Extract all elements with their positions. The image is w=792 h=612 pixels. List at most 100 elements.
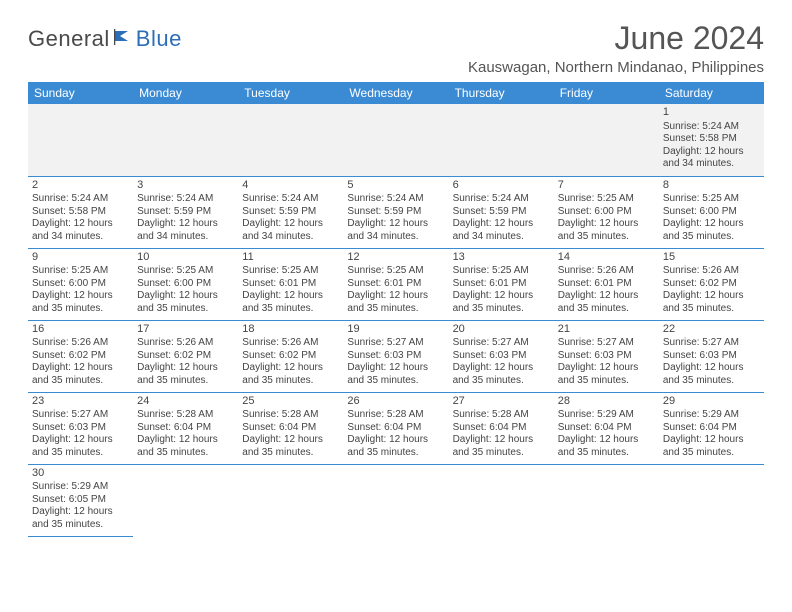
calendar-cell: 9Sunrise: 5:25 AMSunset: 6:00 PMDaylight…: [28, 248, 133, 320]
day-number: 21: [558, 323, 655, 337]
day-number: 27: [453, 395, 550, 409]
calendar-cell: [133, 464, 238, 536]
sunrise-line: Sunrise: 5:27 AM: [663, 337, 760, 350]
calendar-cell: [238, 104, 343, 176]
sunrise-line: Sunrise: 5:28 AM: [347, 409, 444, 422]
daylight-line: Daylight: 12 hours and 34 minutes.: [137, 218, 234, 243]
daylight-line: Daylight: 12 hours and 35 minutes.: [558, 290, 655, 315]
calendar-cell: 24Sunrise: 5:28 AMSunset: 6:04 PMDayligh…: [133, 392, 238, 464]
day-number: 19: [347, 323, 444, 337]
day-number: 4: [242, 179, 339, 193]
day-number: 30: [32, 467, 129, 481]
sunrise-line: Sunrise: 5:29 AM: [32, 481, 129, 494]
calendar-week-row: 1Sunrise: 5:24 AMSunset: 5:58 PMDaylight…: [28, 104, 764, 176]
sunrise-line: Sunrise: 5:27 AM: [32, 409, 129, 422]
calendar-cell: 23Sunrise: 5:27 AMSunset: 6:03 PMDayligh…: [28, 392, 133, 464]
calendar-cell: 15Sunrise: 5:26 AMSunset: 6:02 PMDayligh…: [659, 248, 764, 320]
sunset-line: Sunset: 6:03 PM: [453, 350, 550, 363]
sunset-line: Sunset: 6:00 PM: [137, 278, 234, 291]
daylight-line: Daylight: 12 hours and 34 minutes.: [347, 218, 444, 243]
daylight-line: Daylight: 12 hours and 35 minutes.: [32, 434, 129, 459]
daylight-line: Daylight: 12 hours and 35 minutes.: [32, 506, 129, 531]
sunset-line: Sunset: 5:59 PM: [242, 206, 339, 219]
day-number: 12: [347, 251, 444, 265]
sunrise-line: Sunrise: 5:24 AM: [347, 193, 444, 206]
sunrise-line: Sunrise: 5:26 AM: [663, 265, 760, 278]
dow-sunday: Sunday: [28, 82, 133, 104]
sunset-line: Sunset: 6:05 PM: [32, 494, 129, 507]
calendar-week-row: 2Sunrise: 5:24 AMSunset: 5:58 PMDaylight…: [28, 176, 764, 248]
flag-icon: [114, 29, 134, 50]
calendar-cell: 12Sunrise: 5:25 AMSunset: 6:01 PMDayligh…: [343, 248, 448, 320]
sunrise-line: Sunrise: 5:25 AM: [32, 265, 129, 278]
calendar-cell: 7Sunrise: 5:25 AMSunset: 6:00 PMDaylight…: [554, 176, 659, 248]
day-number: 18: [242, 323, 339, 337]
day-number: 2: [32, 179, 129, 193]
dow-saturday: Saturday: [659, 82, 764, 104]
sunrise-line: Sunrise: 5:27 AM: [347, 337, 444, 350]
sunset-line: Sunset: 6:04 PM: [347, 422, 444, 435]
daylight-line: Daylight: 12 hours and 35 minutes.: [663, 218, 760, 243]
calendar-cell: 10Sunrise: 5:25 AMSunset: 6:00 PMDayligh…: [133, 248, 238, 320]
day-number: 5: [347, 179, 444, 193]
sunrise-line: Sunrise: 5:26 AM: [137, 337, 234, 350]
sunset-line: Sunset: 5:58 PM: [32, 206, 129, 219]
calendar-cell: [449, 464, 554, 536]
sunrise-line: Sunrise: 5:29 AM: [663, 409, 760, 422]
calendar-cell: [554, 104, 659, 176]
sunset-line: Sunset: 6:02 PM: [32, 350, 129, 363]
calendar-cell: 25Sunrise: 5:28 AMSunset: 6:04 PMDayligh…: [238, 392, 343, 464]
calendar-week-row: 30Sunrise: 5:29 AMSunset: 6:05 PMDayligh…: [28, 464, 764, 536]
day-number: 8: [663, 179, 760, 193]
sunrise-line: Sunrise: 5:24 AM: [453, 193, 550, 206]
daylight-line: Daylight: 12 hours and 35 minutes.: [347, 290, 444, 315]
sunset-line: Sunset: 6:00 PM: [558, 206, 655, 219]
daylight-line: Daylight: 12 hours and 35 minutes.: [558, 218, 655, 243]
daylight-line: Daylight: 12 hours and 34 minutes.: [663, 146, 760, 171]
sunset-line: Sunset: 6:01 PM: [347, 278, 444, 291]
day-number: 14: [558, 251, 655, 265]
sunset-line: Sunset: 6:00 PM: [32, 278, 129, 291]
sunrise-line: Sunrise: 5:29 AM: [558, 409, 655, 422]
daylight-line: Daylight: 12 hours and 35 minutes.: [663, 362, 760, 387]
calendar-cell: [554, 464, 659, 536]
calendar-cell: [343, 464, 448, 536]
sunrise-line: Sunrise: 5:27 AM: [558, 337, 655, 350]
calendar-cell: 28Sunrise: 5:29 AMSunset: 6:04 PMDayligh…: [554, 392, 659, 464]
sunset-line: Sunset: 6:04 PM: [453, 422, 550, 435]
sunrise-line: Sunrise: 5:28 AM: [453, 409, 550, 422]
day-number: 7: [558, 179, 655, 193]
sunset-line: Sunset: 6:02 PM: [663, 278, 760, 291]
calendar-cell: 11Sunrise: 5:25 AMSunset: 6:01 PMDayligh…: [238, 248, 343, 320]
calendar-cell: [28, 104, 133, 176]
sunrise-line: Sunrise: 5:24 AM: [242, 193, 339, 206]
calendar-cell: 4Sunrise: 5:24 AMSunset: 5:59 PMDaylight…: [238, 176, 343, 248]
calendar-cell: [449, 104, 554, 176]
dow-thursday: Thursday: [449, 82, 554, 104]
daylight-line: Daylight: 12 hours and 34 minutes.: [32, 218, 129, 243]
dow-friday: Friday: [554, 82, 659, 104]
sunrise-line: Sunrise: 5:27 AM: [453, 337, 550, 350]
daylight-line: Daylight: 12 hours and 35 minutes.: [453, 434, 550, 459]
sunset-line: Sunset: 6:04 PM: [558, 422, 655, 435]
daylight-line: Daylight: 12 hours and 35 minutes.: [453, 362, 550, 387]
day-number: 6: [453, 179, 550, 193]
logo-text-blue: Blue: [136, 26, 182, 52]
daylight-line: Daylight: 12 hours and 34 minutes.: [453, 218, 550, 243]
sunset-line: Sunset: 6:02 PM: [242, 350, 339, 363]
sunset-line: Sunset: 6:03 PM: [558, 350, 655, 363]
day-number: 13: [453, 251, 550, 265]
page-header: General Blue June 2024 Kauswagan, Northe…: [28, 20, 764, 76]
daylight-line: Daylight: 12 hours and 35 minutes.: [137, 362, 234, 387]
day-number: 17: [137, 323, 234, 337]
calendar-body: 1Sunrise: 5:24 AMSunset: 5:58 PMDaylight…: [28, 104, 764, 536]
sunrise-line: Sunrise: 5:26 AM: [32, 337, 129, 350]
daylight-line: Daylight: 12 hours and 35 minutes.: [663, 434, 760, 459]
day-number: 22: [663, 323, 760, 337]
daylight-line: Daylight: 12 hours and 35 minutes.: [242, 290, 339, 315]
calendar-cell: [659, 464, 764, 536]
sunrise-line: Sunrise: 5:25 AM: [347, 265, 444, 278]
sunrise-line: Sunrise: 5:26 AM: [558, 265, 655, 278]
logo-text-general: General: [28, 26, 110, 52]
day-number: 26: [347, 395, 444, 409]
